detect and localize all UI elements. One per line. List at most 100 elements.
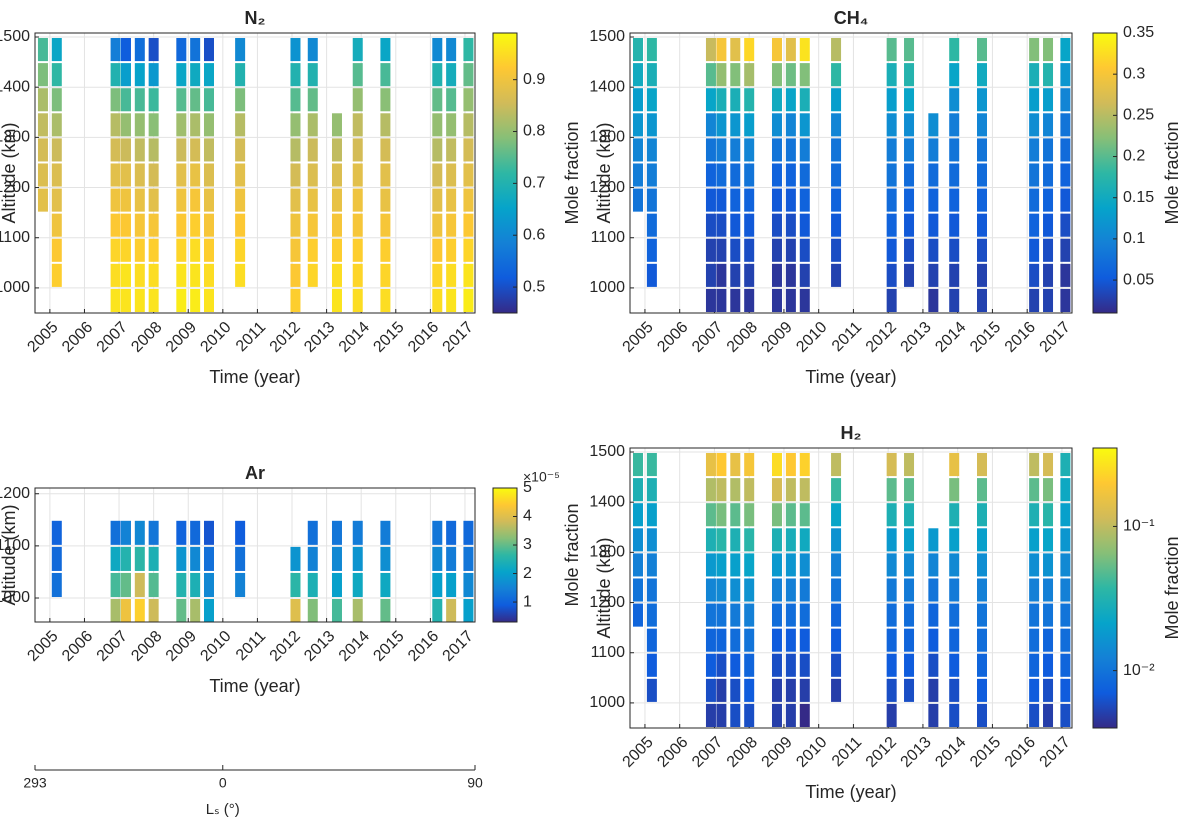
data-cell: [1043, 528, 1054, 552]
data-cell: [886, 628, 897, 652]
data-cell: [730, 63, 741, 87]
x-tick-label: 2005: [620, 734, 657, 771]
data-cell: [904, 553, 915, 577]
plot-area: [35, 33, 475, 313]
data-cell: [380, 213, 391, 237]
data-cell: [203, 572, 214, 598]
data-cell: [744, 38, 755, 62]
data-cell: [307, 188, 318, 212]
data-cell: [730, 163, 741, 187]
y-tick-label: 1100: [0, 537, 30, 554]
data-cell: [744, 578, 755, 602]
data-cell: [744, 628, 755, 652]
data-cell: [831, 138, 842, 162]
data-cell: [446, 546, 457, 571]
data-cell: [799, 528, 810, 552]
data-cell: [716, 503, 727, 527]
profiles: [37, 38, 474, 312]
data-cell: [831, 263, 842, 287]
data-cell: [134, 288, 145, 312]
x-axis-label: Lₛ (°): [206, 801, 240, 818]
data-cell: [1060, 38, 1071, 62]
x-axis-label: Time (year): [805, 367, 896, 387]
data-cell: [235, 546, 246, 571]
data-cell: [705, 453, 716, 477]
data-cell: [949, 163, 960, 187]
colorbar-tick-label: 2: [523, 565, 532, 582]
data-cell: [331, 599, 342, 622]
data-cell: [904, 238, 915, 262]
x-tick-label: 2015: [370, 628, 407, 665]
data-cell: [446, 520, 457, 545]
x-tick-label: 2010: [197, 628, 234, 665]
data-cell: [730, 113, 741, 137]
data-cell: [110, 163, 121, 187]
x-tick-label: 2013: [301, 628, 338, 665]
colorbar-tick-label: 0.35: [1123, 24, 1154, 41]
data-cell: [771, 528, 782, 552]
data-cell: [977, 453, 988, 477]
data-cell: [1043, 553, 1054, 577]
data-cell: [463, 63, 474, 87]
data-cell: [632, 453, 643, 477]
data-cell: [730, 38, 741, 62]
data-cell: [432, 263, 443, 287]
data-cell: [928, 288, 939, 312]
data-cell: [799, 603, 810, 627]
data-cell: [1043, 188, 1054, 212]
data-cell: [886, 88, 897, 112]
profiles: [632, 38, 1071, 312]
data-cell: [235, 238, 246, 262]
data-cell: [463, 38, 474, 62]
data-cell: [134, 213, 145, 237]
x-tick-label: 2006: [59, 319, 96, 356]
data-cell: [1029, 213, 1040, 237]
data-cell: [51, 38, 62, 62]
data-cell: [744, 453, 755, 477]
x-tick-label: 2005: [24, 628, 61, 665]
data-cell: [1043, 113, 1054, 137]
data-cell: [716, 603, 727, 627]
y-tick-label: 1500: [0, 28, 30, 45]
data-cell: [148, 138, 159, 162]
data-cell: [785, 553, 796, 577]
data-cell: [730, 453, 741, 477]
data-cell: [1043, 678, 1054, 702]
x-tick-label: 2013: [898, 734, 935, 771]
data-cell: [134, 38, 145, 62]
data-cell: [203, 520, 214, 545]
data-cell: [799, 288, 810, 312]
data-cell: [331, 238, 342, 262]
axes-box: [629, 32, 1073, 314]
data-cell: [148, 188, 159, 212]
data-cell: [1043, 603, 1054, 627]
data-cell: [928, 678, 939, 702]
data-cell: [977, 88, 988, 112]
x-tick-label: 2016: [1002, 734, 1039, 771]
data-cell: [110, 188, 121, 212]
data-cell: [831, 478, 842, 502]
data-cell: [632, 163, 643, 187]
data-cell: [949, 213, 960, 237]
data-cell: [352, 113, 363, 137]
data-cell: [785, 478, 796, 502]
y-tick-label: 1400: [589, 78, 625, 95]
data-cell: [331, 263, 342, 287]
data-cell: [37, 163, 48, 187]
data-cell: [716, 188, 727, 212]
data-cell: [705, 478, 716, 502]
data-cell: [744, 288, 755, 312]
data-cell: [1060, 288, 1071, 312]
data-cell: [716, 88, 727, 112]
data-cell: [51, 188, 62, 212]
data-cell: [190, 113, 201, 137]
data-cell: [785, 138, 796, 162]
data-cell: [716, 238, 727, 262]
data-cell: [352, 288, 363, 312]
x-tick-label: 2016: [1002, 319, 1039, 356]
data-cell: [904, 453, 915, 477]
x-tick-label: 2011: [233, 628, 269, 664]
data-cell: [120, 88, 131, 112]
data-cell: [290, 63, 301, 87]
